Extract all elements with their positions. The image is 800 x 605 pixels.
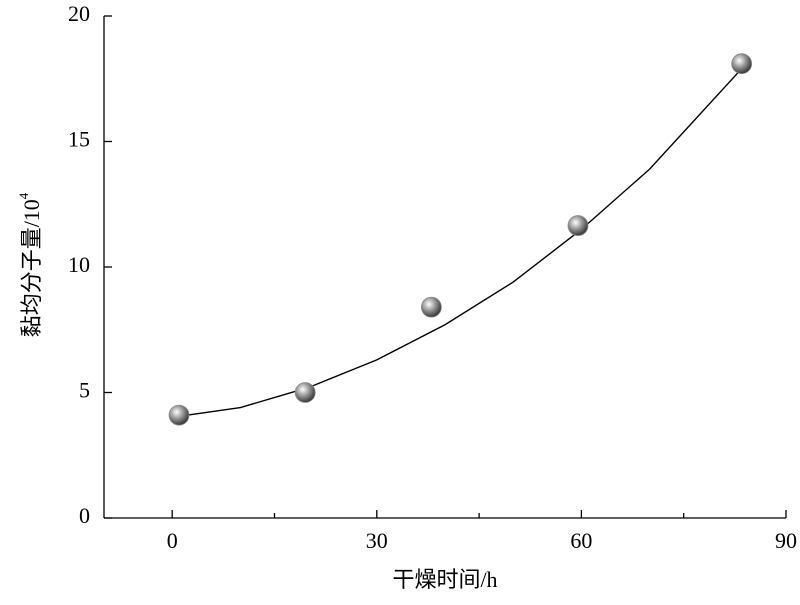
fit-curve — [178, 68, 743, 418]
x-axis-label: 干燥时间/h — [392, 567, 497, 592]
y-tick-label: 20 — [68, 1, 90, 26]
y-tick-label: 15 — [68, 127, 90, 152]
y-axis-label-main: 黏均分子量/10 — [19, 199, 44, 337]
x-tick-label: 60 — [570, 528, 592, 553]
y-tick-label: 0 — [79, 503, 90, 528]
data-point — [731, 53, 753, 75]
data-point — [567, 215, 589, 236]
y-axis-label-sup: 4 — [16, 192, 31, 199]
y-tick-label: 10 — [68, 252, 90, 277]
data-point — [168, 404, 190, 426]
data-point — [420, 296, 442, 318]
data-point — [294, 382, 316, 403]
x-tick-label: 90 — [775, 528, 797, 553]
y-tick-label: 5 — [79, 378, 90, 403]
x-tick-label: 0 — [167, 528, 178, 553]
y-axis-label: 黏均分子量/104 — [16, 192, 44, 337]
x-tick-label: 30 — [366, 528, 388, 553]
